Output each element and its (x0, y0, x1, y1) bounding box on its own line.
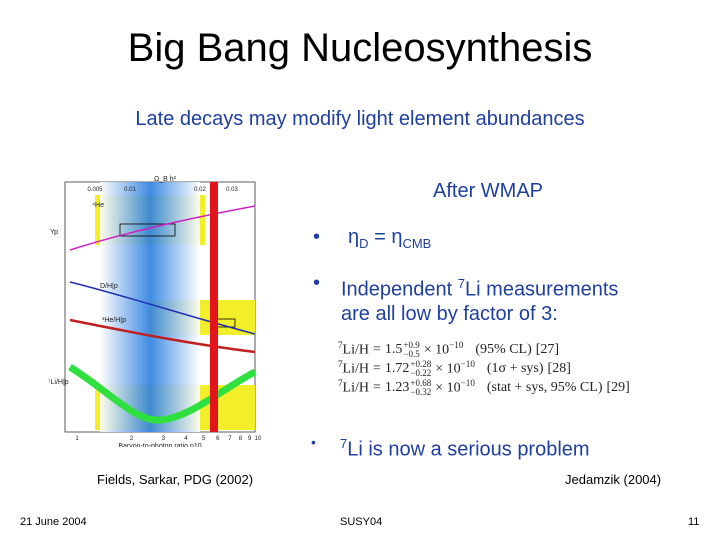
error-limits: +0.9 −0.5 (403, 339, 420, 359)
bullet: • (311, 434, 316, 450)
text: CMB (402, 236, 432, 251)
plot-label: 7 (228, 436, 232, 442)
error-limits: +0.28 −0.22 (410, 358, 432, 378)
equations: 7Li/H = 1.5 +0.9 −0.5 × 10−10 (95% CL) [27] 7Li/… (338, 340, 630, 397)
bullet-2: Independent 7Li measurements are all low… (341, 272, 618, 326)
power: × 10−10 (435, 378, 475, 397)
text: × 10 (435, 380, 461, 396)
bullet-3: 7Li is now a serious problem (340, 436, 590, 462)
plot-label: 9 (248, 436, 252, 442)
text: Li/H (342, 380, 369, 396)
text: are all low by factor of 3: (341, 302, 558, 325)
plot-label: 0.005 (87, 187, 103, 193)
he3-curve (69, 318, 256, 354)
equation: 7Li/H = 1.23 +0.68 −0.32 × 10−10 (stat + sys, … (338, 378, 630, 397)
caption: Fields, Sarkar, PDG (2002) (97, 472, 254, 487)
plot-label: 0.02 (194, 187, 206, 193)
text: Independent (341, 278, 453, 301)
text: −0.5 (403, 348, 420, 359)
lhs: 7Li/H (338, 359, 369, 378)
text: η (348, 226, 360, 248)
text: Li measurements (465, 278, 619, 301)
plot-label: 8 (239, 436, 243, 442)
text: × 10 (435, 361, 461, 377)
title: Big Bang Nucleosynthesis (127, 26, 593, 70)
plot-label: 5 (202, 436, 206, 442)
text: = (373, 341, 381, 357)
footer-date: 21 June 2004 (20, 516, 87, 528)
text: = (374, 226, 386, 248)
subtitle: Late decays may modify light element abu… (135, 108, 585, 130)
text: [28] (547, 360, 571, 376)
power: × 10−10 (424, 340, 464, 359)
lhs: 7Li/H (338, 378, 369, 397)
text: D (359, 236, 369, 251)
text: −0.22 (410, 367, 432, 378)
text: −10 (449, 340, 464, 351)
text: (stat + sys, 95% CL) (486, 379, 603, 395)
wmap-bar (210, 182, 218, 432)
text: = (373, 360, 381, 376)
text: Li/H (342, 342, 369, 358)
plot-label: D/H|p (100, 283, 118, 290)
lhs: 7Li/H (338, 340, 369, 359)
text: 7 (338, 340, 343, 351)
text: 7 (338, 359, 343, 370)
text: 1.5 (384, 341, 403, 357)
plot-label: 2 (130, 436, 134, 442)
heading: After WMAP (433, 180, 544, 202)
plot-label: 0.01 (124, 187, 136, 193)
bullet-1: ηD = ηCMB (348, 226, 431, 251)
plot-label: ⁴He (92, 202, 104, 209)
plot-label: 0.03 (226, 187, 238, 193)
plot-label: Ω_B h² (154, 176, 177, 183)
box (119, 223, 176, 237)
text: 1.23 (384, 379, 410, 395)
plot-label: 10 (255, 436, 262, 442)
text: −0.32 (410, 386, 432, 397)
plot-label: Baryon-to-photon ratio η10 (118, 443, 201, 447)
text: Li is now a serious problem (347, 438, 590, 461)
text: −10 (460, 378, 475, 389)
equation: 7Li/H = 1.5 +0.9 −0.5 × 10−10 (95% CL) [27] (338, 340, 630, 359)
bullet: • (313, 226, 321, 248)
text: 7 (457, 276, 466, 291)
power: × 10−10 (435, 359, 475, 378)
equation: 7Li/H = 1.72 +0.28 −0.22 × 10−10 (1σ + sys) [28… (338, 359, 630, 378)
text: +0.9 (403, 339, 420, 350)
text: η (391, 226, 403, 248)
d-curve (69, 281, 256, 335)
text: 1.72 (384, 360, 410, 376)
text: Li/H (342, 361, 369, 377)
plot-label: ⁷Li/H|p (48, 379, 69, 386)
bullet: • (313, 272, 321, 294)
text: (1σ + sys) (486, 360, 544, 376)
text: 7 (340, 436, 348, 451)
text: −10 (460, 359, 475, 370)
text: [27] (535, 341, 560, 357)
text: (95% CL) (475, 341, 532, 357)
text: +0.28 (410, 358, 432, 369)
text: × 10 (423, 342, 450, 358)
text: +0.68 (410, 377, 432, 388)
plot-label: Yp (50, 229, 58, 236)
li-curve (68, 364, 257, 424)
text: 7 (338, 378, 343, 389)
footer-event: SUSY04 (340, 516, 383, 528)
error-limits: +0.68 −0.32 (410, 377, 432, 397)
text: [29] (606, 379, 630, 395)
plot-label: 4 (184, 436, 188, 442)
plot-label: 6 (216, 436, 220, 442)
text: = (373, 379, 381, 395)
page-number: 11 (688, 516, 700, 528)
caption: Jedamzik (2004) (565, 472, 662, 487)
bbn-plot: Ω_B h² 0.005 0.01 0.02 0.03 1 2 3 4 5 6 7 8 9 10 Baryon… (48, 176, 262, 447)
plot-label: 1 (75, 436, 79, 442)
plot-label: ³He/H|p (102, 317, 126, 324)
he-curve (69, 205, 256, 251)
plot-label: 3 (162, 436, 166, 442)
